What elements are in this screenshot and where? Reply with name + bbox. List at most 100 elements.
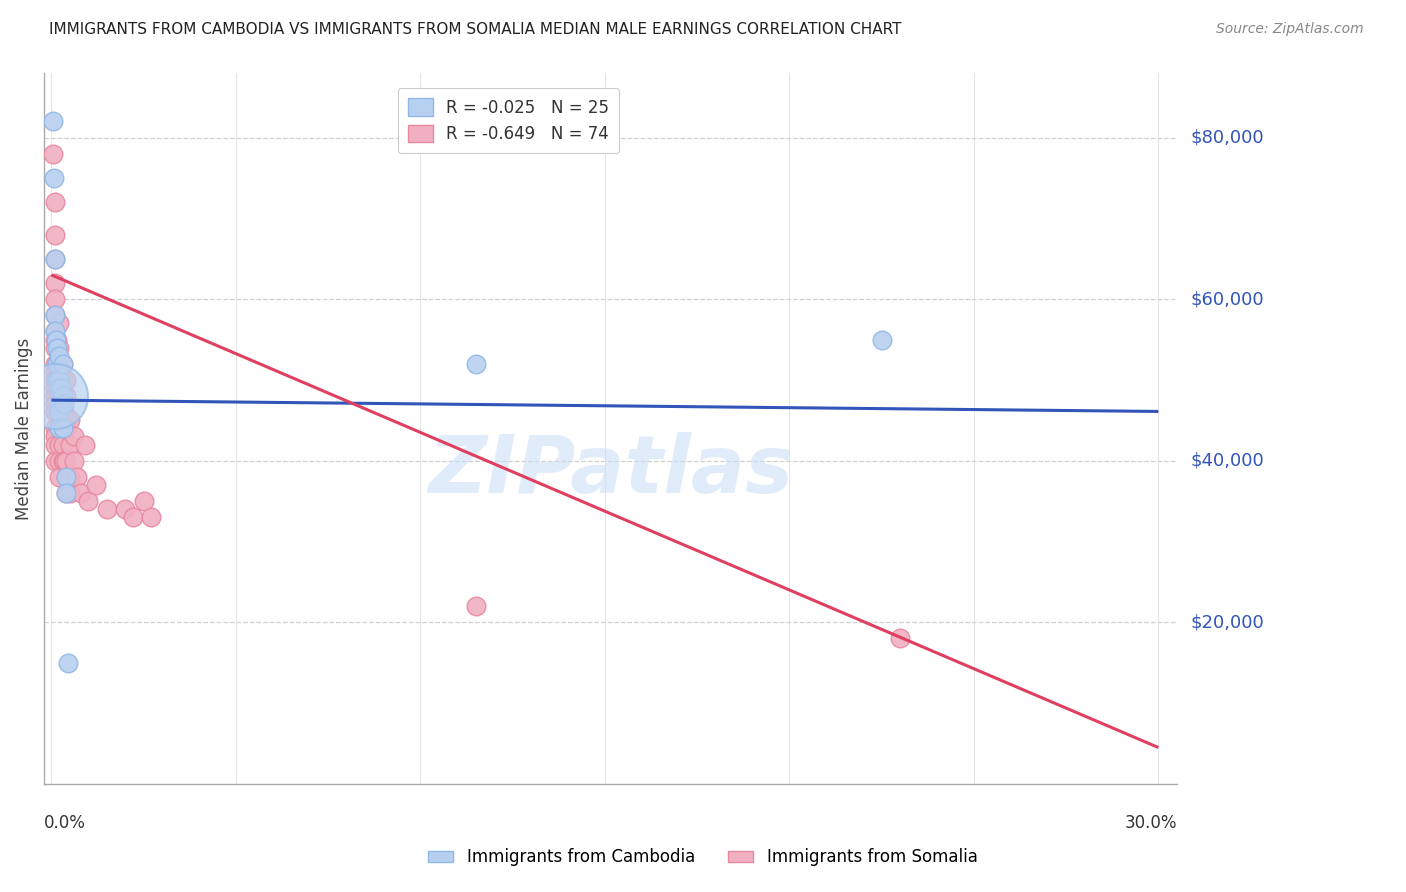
Point [44, 333, 66, 347]
Point [49, 405, 72, 419]
Legend: R = -0.025   N = 25, R = -0.649   N = 74: R = -0.025 N = 25, R = -0.649 N = 74 [398, 88, 619, 153]
Point [59, 470, 82, 484]
Point [44, 171, 66, 186]
Point [44, 276, 66, 290]
Point [464, 599, 486, 614]
Point [55, 470, 77, 484]
Point [51, 405, 73, 419]
Point [96, 502, 118, 516]
Point [48, 470, 70, 484]
Point [44, 373, 66, 387]
Point [44, 421, 66, 435]
Point [48, 389, 70, 403]
Point [84, 478, 107, 492]
Point [55, 454, 77, 468]
Point [48, 454, 70, 468]
Point [53, 397, 76, 411]
Text: $60,000: $60,000 [1191, 290, 1264, 308]
Point [77, 494, 100, 508]
Point [49, 381, 72, 395]
Point [44, 365, 66, 379]
Point [49, 389, 72, 403]
Point [51, 421, 73, 435]
Point [55, 421, 77, 435]
Point [48, 317, 70, 331]
Point [51, 373, 73, 387]
Point [44, 389, 66, 403]
Point [44, 252, 66, 266]
Point [51, 389, 73, 403]
Point [48, 405, 70, 419]
Text: 30.0%: 30.0% [1125, 814, 1177, 832]
Point [42, 114, 65, 128]
Point [121, 510, 143, 524]
Point [59, 413, 82, 427]
Point [44, 389, 66, 403]
Point [114, 502, 136, 516]
Point [44, 308, 66, 322]
Point [46, 357, 69, 371]
Text: Source: ZipAtlas.com: Source: ZipAtlas.com [1216, 22, 1364, 37]
Point [889, 632, 911, 646]
Point [46, 357, 69, 371]
Point [55, 486, 77, 500]
Point [62, 429, 84, 443]
Point [55, 373, 77, 387]
Point [51, 389, 73, 403]
Text: $40,000: $40,000 [1191, 451, 1264, 470]
Text: 0.0%: 0.0% [44, 814, 86, 832]
Point [55, 389, 77, 403]
Point [48, 357, 70, 371]
Point [53, 421, 76, 435]
Text: $20,000: $20,000 [1191, 614, 1264, 632]
Y-axis label: Median Male Earnings: Median Male Earnings [15, 337, 32, 519]
Point [132, 494, 155, 508]
Point [45, 333, 67, 347]
Point [55, 486, 77, 500]
Point [53, 405, 76, 419]
Legend: Immigrants from Cambodia, Immigrants from Somalia: Immigrants from Cambodia, Immigrants fro… [422, 842, 984, 873]
Point [44, 308, 66, 322]
Point [48, 349, 70, 363]
Point [46, 333, 69, 347]
Point [870, 333, 893, 347]
Point [51, 357, 73, 371]
Point [48, 437, 70, 451]
Point [48, 421, 70, 435]
Point [44, 325, 66, 339]
Point [48, 373, 70, 387]
Point [44, 437, 66, 451]
Point [59, 437, 82, 451]
Text: IMMIGRANTS FROM CAMBODIA VS IMMIGRANTS FROM SOMALIA MEDIAN MALE EARNINGS CORRELA: IMMIGRANTS FROM CAMBODIA VS IMMIGRANTS F… [49, 22, 901, 37]
Point [44, 292, 66, 306]
Point [53, 454, 76, 468]
Point [48, 397, 70, 411]
Point [66, 470, 89, 484]
Point [55, 470, 77, 484]
Point [51, 437, 73, 451]
Point [73, 437, 96, 451]
Point [44, 357, 66, 371]
Point [48, 341, 70, 355]
Point [62, 454, 84, 468]
Point [44, 405, 66, 419]
Point [48, 405, 70, 419]
Point [464, 357, 486, 371]
Point [48, 373, 70, 387]
Point [51, 421, 73, 435]
Point [44, 429, 66, 443]
Text: ZIPatlas: ZIPatlas [427, 432, 793, 510]
Point [44, 227, 66, 242]
Point [46, 341, 69, 355]
Point [139, 510, 162, 524]
Point [51, 454, 73, 468]
Text: $80,000: $80,000 [1191, 128, 1264, 146]
Point [56, 656, 79, 670]
Point [42, 146, 65, 161]
Point [46, 373, 69, 387]
Point [44, 454, 66, 468]
Point [59, 486, 82, 500]
Point [44, 397, 66, 411]
Point [44, 381, 66, 395]
Point [70, 486, 93, 500]
